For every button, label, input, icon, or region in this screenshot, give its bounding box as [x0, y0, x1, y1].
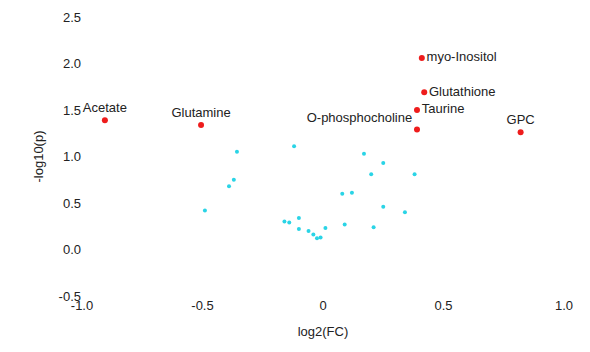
svg-text:myo-Inositol: myo-Inositol [427, 49, 497, 64]
svg-text:0: 0 [319, 298, 326, 313]
svg-text:0.5: 0.5 [434, 298, 452, 313]
svg-text:0.0: 0.0 [63, 242, 81, 257]
svg-text:Glutathione: Glutathione [429, 84, 496, 99]
svg-text:Taurine: Taurine [422, 101, 465, 116]
svg-text:-1.0: -1.0 [71, 298, 93, 313]
svg-text:1.5: 1.5 [63, 103, 81, 118]
svg-text:1.0: 1.0 [63, 149, 81, 164]
svg-text:log2(FC): log2(FC) [298, 324, 349, 339]
svg-text:GPC: GPC [507, 112, 535, 127]
svg-text:1.0: 1.0 [555, 298, 573, 313]
svg-text:2.0: 2.0 [63, 56, 81, 71]
svg-text:O-phosphocholine: O-phosphocholine [307, 110, 413, 125]
svg-text:Glutamine: Glutamine [171, 105, 230, 120]
svg-text:-0.5: -0.5 [191, 298, 213, 313]
svg-text:Acetate: Acetate [83, 100, 127, 115]
svg-text:-log10(p): -log10(p) [31, 130, 46, 182]
svg-text:2.5: 2.5 [63, 10, 81, 25]
svg-text:0.5: 0.5 [63, 196, 81, 211]
svg-text:-0.5: -0.5 [59, 289, 81, 304]
